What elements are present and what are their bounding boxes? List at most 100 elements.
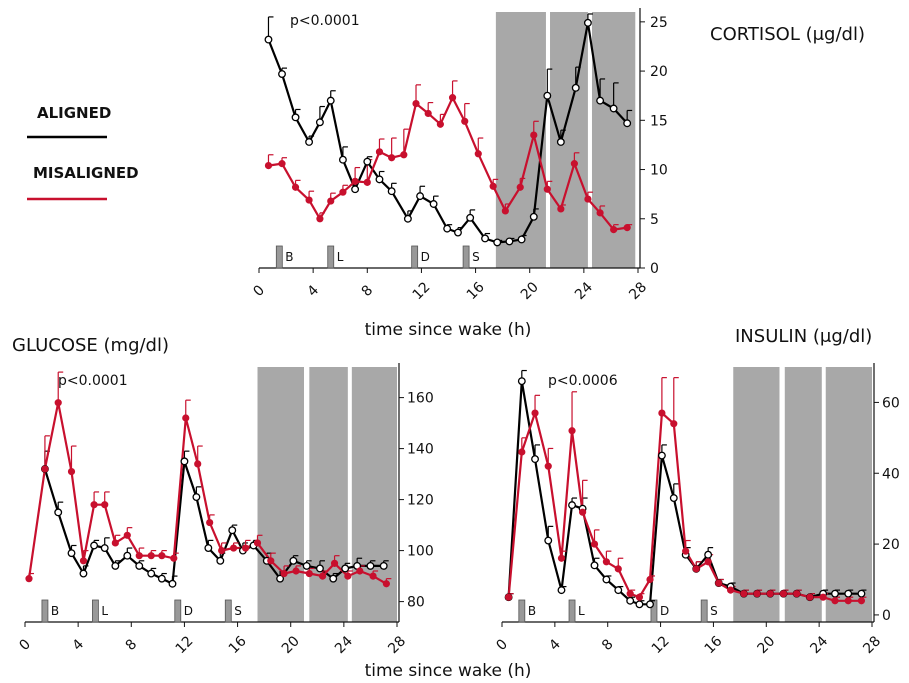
cortisol-aligned-point (315, 118, 324, 127)
cortisol-aligned-point (429, 200, 438, 208)
insulin-meal-label: S (710, 604, 718, 618)
insulin-misaligned-point (614, 565, 622, 573)
insulin-aligned-point (568, 501, 576, 510)
glucose-aligned-point (289, 556, 298, 565)
glucose-aligned-point (54, 508, 63, 517)
insulin-x-tick-label: 0 (493, 636, 511, 654)
cortisol-aligned-point (623, 119, 632, 128)
glucose-y-tick-label: 100 (407, 544, 434, 560)
cortisol-misaligned-point (400, 151, 408, 159)
glucose-meal-label: D (184, 604, 193, 618)
glucose-misaligned-point (318, 572, 327, 580)
cortisol-aligned-point (351, 185, 360, 194)
insulin-x-tick-label: 12 (649, 633, 673, 657)
insulin-aligned-point (704, 550, 713, 559)
cortisol-misaligned-point (351, 177, 359, 185)
cortisol-aligned-point (416, 192, 425, 201)
glucose-aligned-point (302, 561, 311, 570)
insulin-misaligned-point (505, 593, 513, 601)
insulin-misaligned-point (740, 590, 748, 598)
cortisol-misaligned-point (448, 94, 457, 102)
cortisol-y-tick-label: 25 (650, 15, 668, 31)
glucose-chart: 80 100 120 140 160 0 4 8 12 16 20 24 28 B L D S GLUCOSE… (12, 335, 531, 681)
cortisol-aligned-point (505, 237, 514, 246)
glucose-misaligned-point (41, 465, 49, 473)
cortisol-misaligned-point (623, 224, 631, 232)
insulin-y-tick-label: 60 (882, 395, 900, 411)
glucose-shade-1 (309, 367, 348, 622)
insulin-aligned-point (602, 575, 611, 584)
cortisol-aligned-point (291, 113, 300, 122)
glucose-misaligned-point (101, 501, 109, 509)
cortisol-misaligned-point (557, 205, 565, 213)
cortisol-aligned-point (493, 238, 502, 247)
insulin-misaligned-point (857, 597, 866, 605)
glucose-misaligned-point (356, 567, 364, 575)
glucose-misaligned-point (344, 572, 352, 580)
insulin-y-tick-label: 20 (882, 537, 900, 553)
insulin-y-tick-label: 0 (882, 608, 891, 624)
cortisol-misaligned-point (436, 120, 444, 128)
cortisol-x-tick-label: 12 (410, 279, 434, 303)
cortisol-aligned-point (387, 187, 396, 196)
insulin-aligned-point (669, 494, 678, 502)
insulin-meal-marker (700, 599, 708, 623)
cortisol-meal-label: S (472, 250, 480, 264)
glucose-aligned-point (329, 574, 338, 583)
glucose-misaligned-point (182, 414, 190, 422)
cortisol-aligned-point (278, 70, 286, 78)
glucose-misaligned-point (111, 539, 119, 547)
glucose-shade-0 (257, 367, 304, 622)
glucose-misaligned-point (79, 557, 88, 565)
insulin-misaligned-point (602, 558, 610, 566)
insulin-misaligned-point (658, 409, 666, 417)
glucose-aligned-point (379, 561, 388, 570)
insulin-misaligned-point (518, 448, 526, 456)
glucose-aligned-point (79, 569, 88, 578)
cortisol-meal-marker (462, 245, 470, 269)
cortisol-x-tick-label: 24 (572, 279, 596, 303)
glucose-x-tick-label: 28 (385, 633, 409, 657)
insulin-misaligned-point (692, 565, 700, 573)
insulin-misaligned-point (704, 558, 712, 566)
insulin-misaligned-point (531, 409, 539, 417)
cortisol-y-tick-label: 5 (650, 212, 659, 228)
cortisol-meal-marker (411, 245, 419, 269)
cortisol-misaligned-point (264, 162, 273, 170)
cortisol-aligned-point (363, 157, 372, 166)
glucose-aligned-point (135, 561, 144, 570)
cortisol-aligned-point (338, 155, 347, 164)
cortisol-aligned-point (305, 138, 314, 146)
insulin-aligned-point (626, 596, 635, 605)
glucose-misaligned-point (158, 552, 166, 560)
glucose-y-tick-label: 160 (407, 391, 434, 407)
glucose-misaligned-point (135, 552, 143, 560)
glucose-title: GLUCOSE (mg/dl) (12, 335, 169, 356)
cortisol-misaligned-point (412, 99, 420, 108)
insulin-x-tick-label: 28 (860, 633, 884, 657)
glucose-misaligned-point (25, 575, 33, 583)
insulin-misaligned-point (727, 586, 735, 594)
cortisol-p-value: p<0.0001 (290, 13, 360, 29)
cortisol-meal-label: D (421, 250, 430, 264)
glucose-meal-label: S (234, 604, 242, 618)
insulin-misaligned-point (544, 462, 552, 470)
glucose-meal-marker (92, 599, 99, 623)
insulin-shade-1 (784, 367, 822, 622)
glucose-aligned-point (276, 574, 285, 583)
glucose-aligned-point (204, 544, 213, 552)
cortisol-misaligned-point (305, 196, 313, 204)
glucose-meal-label: L (101, 604, 108, 618)
glucose-misaligned-point (90, 501, 98, 509)
glucose-x-tick-label: 20 (279, 633, 303, 657)
cortisol-meal-marker (275, 245, 283, 269)
cortisol-aligned-point (517, 235, 526, 244)
glucose-y-tick-label: 120 (407, 493, 434, 509)
glucose-aligned-point (100, 544, 109, 552)
cortisol-y-tick-label: 15 (650, 113, 668, 129)
cortisol-meal-label: L (337, 250, 344, 264)
insulin-aligned-point (844, 589, 853, 598)
insulin-meal-label: B (528, 604, 536, 618)
glucose-misaligned-point (229, 544, 238, 552)
